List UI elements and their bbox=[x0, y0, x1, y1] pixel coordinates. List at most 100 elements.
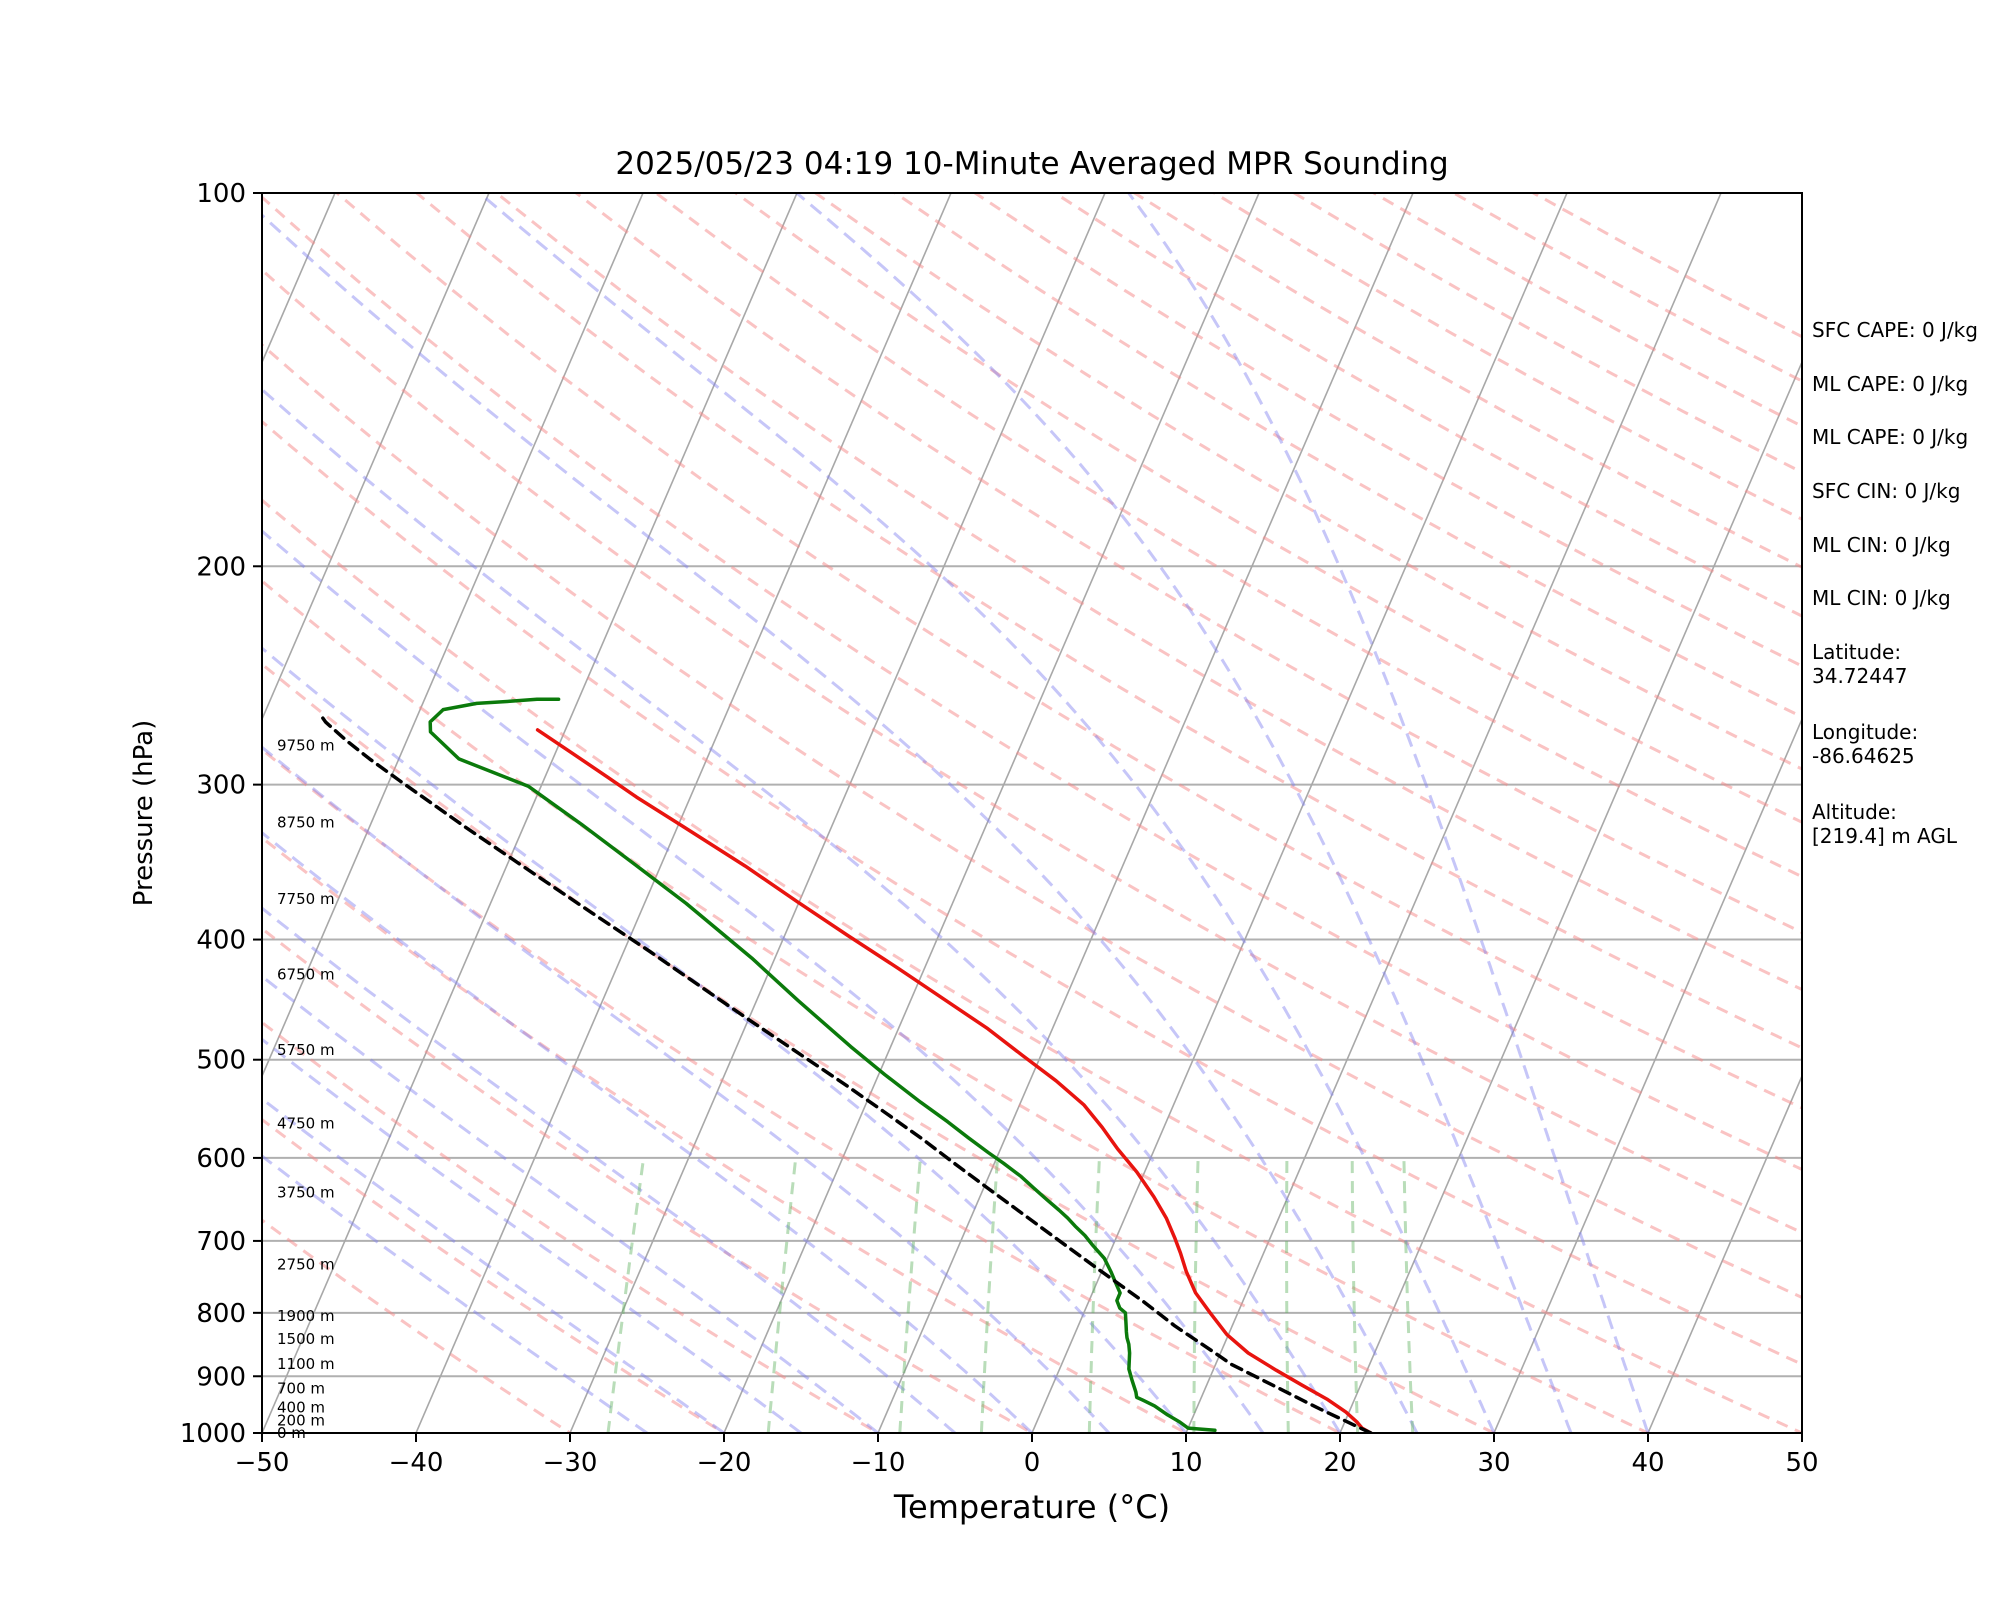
dewpoint-profile-line bbox=[428, 697, 1217, 1433]
dry-adiabat-line bbox=[262, 926, 1036, 1433]
isotherm-line bbox=[262, 193, 644, 1079]
isotherm-line bbox=[1493, 717, 1802, 1433]
dry-adiabat-line bbox=[262, 419, 1802, 1366]
dry-adiabat-line bbox=[262, 1117, 727, 1433]
sounding-lines bbox=[320, 697, 1373, 1433]
x-tick-label: 10 bbox=[1169, 1448, 1202, 1478]
y-tick-label: 1000 bbox=[180, 1419, 246, 1449]
dry-adiabat-line bbox=[334, 193, 1802, 1110]
longitude-value: -86.64625 bbox=[1812, 744, 1915, 768]
y-tick-label: 200 bbox=[196, 552, 246, 582]
mixing-ratio-line bbox=[1402, 1157, 1415, 1433]
ml-cape-text: ML CAPE: 0 J/kg bbox=[1812, 425, 1969, 449]
y-tick-label: 900 bbox=[196, 1362, 246, 1392]
y-tick-label: 700 bbox=[196, 1227, 246, 1257]
parcel-profile-line bbox=[320, 716, 1373, 1433]
height-label: 1500 m bbox=[277, 1330, 335, 1348]
x-tick-label: 30 bbox=[1477, 1448, 1510, 1478]
ml-cin-text: ML CIN: 0 J/kg bbox=[1812, 586, 1951, 610]
isotherm-line bbox=[1339, 360, 1802, 1433]
isotherm-line bbox=[262, 193, 336, 365]
latitude-value: 34.72447 bbox=[1812, 664, 1908, 688]
sfc-cin-text: SFC CIN: 0 J/kg bbox=[1812, 479, 1961, 503]
x-tick-label: 20 bbox=[1323, 1448, 1356, 1478]
moist-adiabat-line bbox=[262, 830, 1034, 1433]
dry-adiabat-line bbox=[813, 193, 1802, 771]
x-tick-label: 50 bbox=[1785, 1448, 1818, 1478]
moist-adiabat-line bbox=[262, 529, 1265, 1433]
y-tick-label: 500 bbox=[196, 1046, 246, 1076]
isotherm-line bbox=[1647, 1074, 1802, 1433]
mixing-ratio-line bbox=[979, 1157, 999, 1433]
x-tick-label: −20 bbox=[697, 1448, 752, 1478]
y-tick-label: 600 bbox=[196, 1144, 246, 1174]
ml-cin-text: ML CIN: 0 J/kg bbox=[1812, 533, 1951, 557]
height-label: 2750 m bbox=[277, 1255, 335, 1273]
moist-adiabat-line bbox=[1127, 193, 1650, 1433]
moist-adiabat-line bbox=[262, 906, 956, 1433]
dry-adiabat-line bbox=[262, 268, 1802, 1235]
isotherm-line bbox=[415, 193, 952, 1433]
mixing-ratio-line bbox=[1087, 1157, 1101, 1433]
y-tick-label: 400 bbox=[196, 926, 246, 956]
ml-cape-text: ML CAPE: 0 J/kg bbox=[1812, 372, 1969, 396]
x-tick-label: 0 bbox=[1024, 1448, 1041, 1478]
y-tick-label: 800 bbox=[196, 1299, 246, 1329]
dry-adiabat-line bbox=[573, 193, 1802, 935]
dry-adiabat-line bbox=[262, 662, 1498, 1433]
dry-adiabat-line bbox=[262, 1218, 573, 1433]
height-label: 4750 m bbox=[277, 1115, 335, 1133]
moist-adiabat-line bbox=[262, 1097, 725, 1433]
height-label: 5750 m bbox=[277, 1041, 335, 1059]
isotherm-line bbox=[877, 193, 1414, 1433]
dry-adiabat-line bbox=[494, 193, 1802, 992]
sfc-cape-text: SFC CAPE: 0 J/kg bbox=[1812, 318, 1978, 342]
temperature-profile-line bbox=[535, 728, 1373, 1433]
dry-adiabat-line bbox=[262, 342, 1802, 1300]
mixing-ratio-line bbox=[766, 1157, 798, 1433]
plot-frame bbox=[261, 192, 1803, 1434]
moist-adiabat-line bbox=[795, 193, 1573, 1433]
height-label: 1900 m bbox=[277, 1307, 335, 1325]
height-label: 6750 m bbox=[277, 966, 335, 984]
x-tick-label: −30 bbox=[543, 1448, 598, 1478]
height-label: 200 m bbox=[277, 1411, 325, 1429]
height-label: 700 m bbox=[277, 1380, 325, 1398]
height-label: 0 m bbox=[277, 1424, 306, 1442]
dry-adiabat-line bbox=[653, 193, 1802, 879]
dry-adiabat-line bbox=[262, 498, 1802, 1433]
isotherm-line bbox=[0, 136, 205, 1459]
isotherm-line bbox=[1185, 193, 1722, 1433]
moist-adiabat-line bbox=[262, 1037, 802, 1433]
dry-adiabat-line bbox=[262, 835, 1190, 1433]
height-label: 400 m bbox=[277, 1399, 325, 1417]
x-tick-label: −10 bbox=[851, 1448, 906, 1478]
y-tick-label: 100 bbox=[196, 179, 246, 209]
isotherm-line bbox=[0, 136, 51, 1459]
mixing-ratio-line bbox=[898, 1157, 922, 1433]
moist-adiabat-line bbox=[262, 646, 1188, 1433]
chart-title: 2025/05/23 04:19 10-Minute Averaged MPR … bbox=[615, 146, 1448, 182]
dry-adiabat-line bbox=[733, 193, 1802, 824]
x-tick-label: −40 bbox=[389, 1448, 444, 1478]
x-tick-label: −50 bbox=[235, 1448, 290, 1478]
x-axis-label: Temperature (°C) bbox=[893, 1488, 1170, 1526]
altitude-value: [219.4] m AGL bbox=[1812, 824, 1958, 848]
isotherm-line bbox=[723, 193, 1260, 1433]
moist-adiabat-line bbox=[262, 974, 879, 1433]
height-label: 3750 m bbox=[277, 1184, 335, 1202]
longitude-label: Longitude: bbox=[1812, 720, 1919, 744]
y-tick-label: 300 bbox=[196, 771, 246, 801]
moist-adiabat-line bbox=[478, 193, 1496, 1433]
height-label: 1100 m bbox=[277, 1355, 335, 1373]
mixing-ratio-line bbox=[606, 1157, 646, 1433]
x-tick-label: 40 bbox=[1631, 1448, 1664, 1478]
height-label: 8750 m bbox=[277, 814, 335, 832]
height-label: 7750 m bbox=[277, 890, 335, 908]
moist-adiabat-line bbox=[262, 745, 1111, 1433]
isotherm-line bbox=[1031, 193, 1568, 1433]
isotherm-line bbox=[262, 193, 798, 1433]
dry-adiabat-line bbox=[262, 195, 1802, 1172]
